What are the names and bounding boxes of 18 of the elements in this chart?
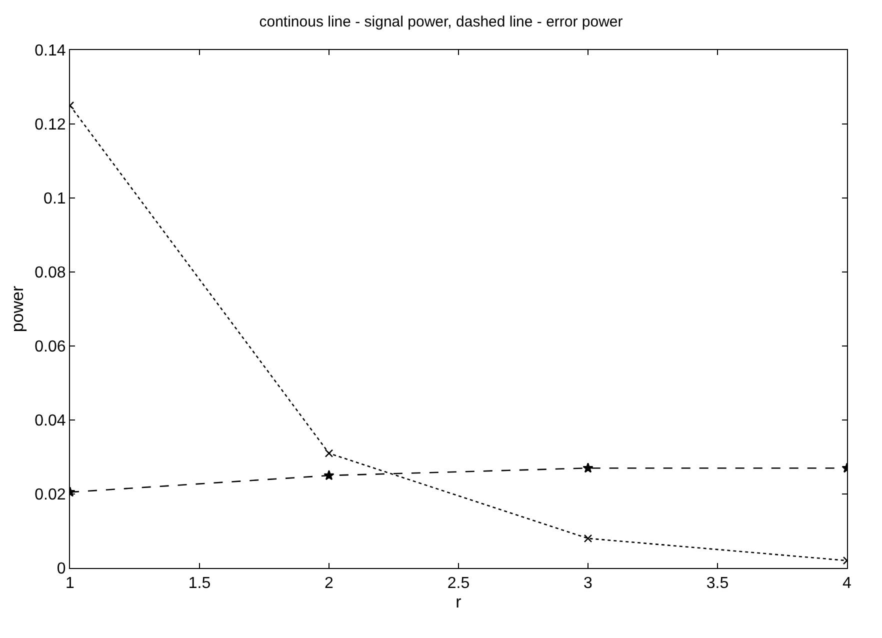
x-axis-title: r bbox=[456, 592, 462, 612]
x-tick-label: 2 bbox=[324, 575, 334, 592]
y-tick-label: 0 bbox=[56, 560, 66, 578]
x-tick-label: 1.5 bbox=[188, 575, 211, 592]
x-tick-label: 2.5 bbox=[447, 575, 470, 592]
y-tick-label: 0.02 bbox=[34, 486, 66, 504]
chart-title: continous line - signal power, dashed line - error power bbox=[259, 13, 623, 30]
y-tick-label: 0.04 bbox=[34, 412, 66, 430]
y-axis-title: power bbox=[8, 286, 28, 332]
y-tick-label: 0.06 bbox=[34, 338, 66, 356]
y-tick-label: 0.08 bbox=[34, 264, 66, 282]
y-tick-label: 0.12 bbox=[34, 116, 66, 134]
x-tick-label: 3.5 bbox=[706, 575, 729, 592]
x-tick-label: 4 bbox=[842, 575, 852, 592]
x-tick-label: 3 bbox=[584, 575, 593, 592]
y-tick-label: 0.1 bbox=[44, 190, 66, 208]
y-tick-label: 0.14 bbox=[34, 42, 66, 60]
x-tick-label: 1 bbox=[66, 575, 75, 592]
